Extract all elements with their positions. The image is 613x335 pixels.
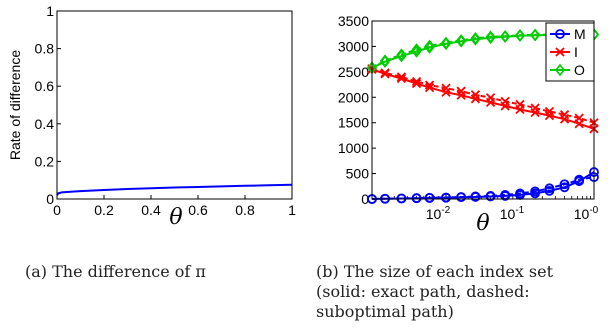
legend-label-O: O xyxy=(574,62,585,78)
panel-b-point-M xyxy=(470,191,481,202)
panel-b-point-I xyxy=(515,99,525,110)
legend-marker-I xyxy=(555,47,565,57)
panel-b-point-O xyxy=(500,29,511,43)
panel-a-yticks: 0 0.2 0.4 0.6 0.8 1 xyxy=(35,3,61,207)
panel-a-ytick-label: 0.4 xyxy=(35,116,55,132)
panel-b-point-O xyxy=(470,32,481,45)
panel-b-ytick-label: 500 xyxy=(346,166,370,182)
panel-a-ytick-label: 0.6 xyxy=(35,78,55,94)
panel-b-point-I xyxy=(380,68,390,78)
panel-a: Rate of difference 0 0.2 0.4 0.6 0.8 1 0 0.2 0.… xyxy=(7,3,296,230)
caption-b-line2: (solid: exact path, dashed: xyxy=(316,282,530,301)
panel-b-point-I xyxy=(485,93,496,103)
panel-a-axes-box xyxy=(56,10,293,200)
panel-b-ytick-label: 2000 xyxy=(338,89,369,105)
panel-b-point-I xyxy=(500,96,510,106)
panel-a-xtick-label: 1 xyxy=(288,202,296,218)
panel-b-point-O xyxy=(396,48,407,61)
panel-b-ytick-label: 1000 xyxy=(338,140,369,156)
panel-a-series-line xyxy=(56,183,293,196)
panel-b-series-O-dashed xyxy=(371,33,594,69)
panel-b-series-I-dashed xyxy=(371,67,595,124)
panel-a-xtick-label: 0.8 xyxy=(235,202,255,218)
panel-b-ytick-label: 0 xyxy=(361,191,369,207)
panel-a-ytick-label: 0.2 xyxy=(35,153,55,169)
panel-b-point-O xyxy=(514,28,526,42)
panel-b-point-I xyxy=(470,90,481,100)
panel-b-point-I xyxy=(574,113,584,123)
panel-a-xtick-label: 0.4 xyxy=(141,202,161,218)
panel-b-point-M xyxy=(441,192,451,203)
panel-a-xtick-label: 0 xyxy=(53,202,61,218)
caption-a: (a) The difference of π xyxy=(25,262,206,281)
panel-a-series xyxy=(56,183,293,196)
panel-b-xlabel: θ xyxy=(476,211,489,236)
panel-a-xlabel: θ xyxy=(169,205,182,230)
panel-b-point-I xyxy=(456,86,466,96)
legend-marker-O xyxy=(554,63,566,77)
panel-b-series-M-solid xyxy=(371,171,595,200)
legend-label-M: M xyxy=(574,26,586,42)
panel-b-ytick-label: 3500 xyxy=(338,13,369,29)
panel-a-xtick-label: 0.2 xyxy=(94,202,114,218)
panel-b-point-I xyxy=(559,109,570,120)
legend-marker-M xyxy=(555,29,565,39)
panel-b-xtick-label: 10-0 xyxy=(574,205,599,222)
panel-b-series-M-dashed xyxy=(371,176,595,200)
panel-a-xticks: 0 0.2 0.4 0.6 0.8 1 xyxy=(53,195,296,218)
panel-b-point-M xyxy=(559,179,570,190)
panel-b-axes-box xyxy=(371,20,595,200)
panel-b-point-O xyxy=(424,39,435,53)
legend-label-I: I xyxy=(574,44,578,60)
caption-b-line3: suboptimal path) xyxy=(316,302,454,321)
panel-b-point-M xyxy=(456,192,467,202)
panel-b-point-I xyxy=(544,106,555,117)
panel-b-point-I xyxy=(424,80,435,90)
panel-b-point-I xyxy=(411,76,422,87)
panel-b-legend: MIO xyxy=(545,22,595,82)
panel-a-ytick-label: 1 xyxy=(46,3,54,19)
panel-b-series-I-solid xyxy=(371,68,595,130)
panel-b-point-M xyxy=(515,188,525,199)
panel-b-point-O xyxy=(380,54,391,67)
panel-b-point-M xyxy=(485,191,496,201)
panel-b-point-O xyxy=(411,43,422,56)
panel-b-ytick-label: 2500 xyxy=(338,64,369,80)
panel-b-ytick-label: 1500 xyxy=(338,115,369,131)
panel-a-ytick-label: 0.8 xyxy=(35,41,55,57)
caption-b: (b) The size of each index set (solid: e… xyxy=(316,262,613,322)
panel-b-point-I xyxy=(530,103,540,113)
panel-b-point-M xyxy=(530,186,541,197)
panel-b-xtick-label: 10-1 xyxy=(500,205,525,222)
panel-a-ylabel: Rate of difference xyxy=(7,50,23,160)
panel-b-point-M xyxy=(574,174,585,185)
panel-b-point-M xyxy=(424,192,435,203)
panel-b-point-O xyxy=(485,30,496,44)
panel-b: 0 500 1000 1500 2000 2500 3000 3500 10-2 10-1 10-… xyxy=(338,13,600,236)
panel-a-ytick-label: 0 xyxy=(46,191,54,207)
panel-b-point-O xyxy=(530,28,541,42)
panel-b-point-M xyxy=(411,193,422,203)
panel-b-point-O xyxy=(440,36,452,50)
panel-a-xtick-label: 0.6 xyxy=(188,202,208,218)
panel-b-point-I xyxy=(396,72,407,82)
panel-b-point-O xyxy=(411,45,422,58)
caption-b-line1: (b) The size of each index set xyxy=(316,262,554,281)
panel-b-xtick-label: 10-2 xyxy=(426,205,451,222)
panel-b-yticks: 0 500 1000 1500 2000 2500 3000 3500 xyxy=(338,13,376,207)
panel-b-point-O xyxy=(456,34,467,47)
panel-b-point-M xyxy=(544,183,555,194)
panel-b-point-I xyxy=(441,83,451,93)
panel-b-point-M xyxy=(396,193,407,204)
panel-b-ytick-label: 3000 xyxy=(338,38,369,54)
